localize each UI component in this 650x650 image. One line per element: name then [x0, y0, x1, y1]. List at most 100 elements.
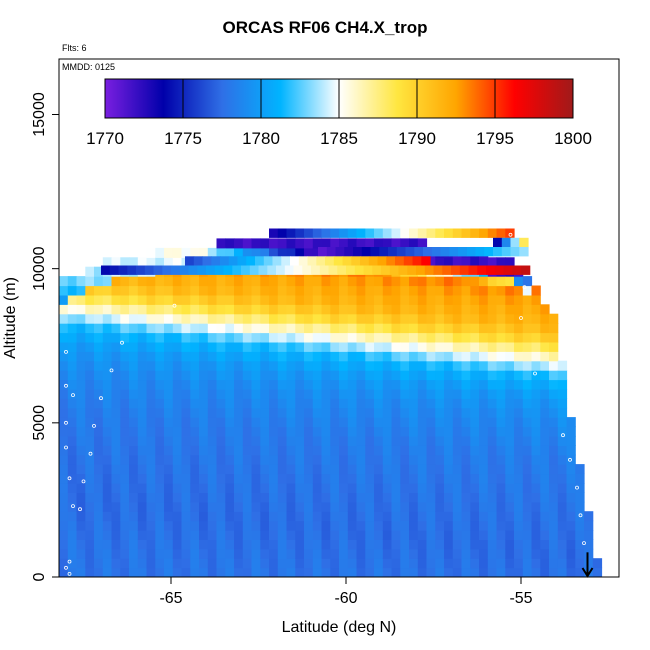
heatmap-cell [199, 473, 209, 484]
heatmap-cell [342, 256, 352, 266]
heatmap-cell [111, 351, 121, 362]
heatmap-cell [216, 426, 226, 437]
heatmap-cell [391, 323, 401, 334]
sample-point [120, 340, 124, 345]
heatmap-cell [251, 238, 261, 249]
heatmap-cell [312, 473, 323, 484]
heatmap-cell [435, 464, 445, 475]
heatmap-cell [400, 520, 410, 531]
heatmap-cell [540, 360, 550, 371]
sample-point [67, 476, 72, 481]
heatmap-cell [111, 511, 121, 522]
heatmap-cell [76, 501, 86, 512]
heatmap-cell [496, 360, 506, 371]
y-tick-label: 15000 [31, 92, 48, 137]
heatmap-cell [356, 426, 366, 437]
heatmap-cell [328, 265, 338, 275]
heatmap-cell [487, 473, 498, 484]
heatmap-cell [269, 539, 279, 550]
heatmap-cell [321, 567, 331, 577]
heatmap-cell [190, 558, 200, 569]
heatmap-cell [531, 473, 541, 484]
heatmap-cell [94, 520, 104, 531]
heatmap-cell [514, 558, 524, 569]
heatmap-cell [190, 360, 200, 371]
heatmap-cell [234, 426, 244, 437]
heatmap-cell [59, 313, 69, 324]
heatmap-cell [458, 247, 468, 257]
heatmap-cell [76, 351, 86, 362]
heatmap-cell [470, 341, 480, 352]
heatmap-cell [137, 567, 148, 577]
heatmap-cell [304, 304, 314, 315]
heatmap-cell [461, 501, 471, 512]
heatmap-cell [242, 388, 253, 399]
heatmap-cell [470, 511, 480, 522]
heatmap-cell [216, 530, 226, 540]
heatmap-cell [330, 313, 340, 324]
heatmap-cell [242, 483, 253, 493]
heatmap-cell [374, 530, 384, 540]
heatmap-cell [181, 276, 191, 287]
heatmap-cell [260, 407, 270, 418]
heatmap-cell [102, 567, 113, 577]
heatmap-cell [496, 435, 506, 446]
heatmap-cell [374, 435, 384, 446]
heatmap-cell [225, 360, 235, 371]
heatmap-cell [304, 464, 314, 475]
heatmap-cell [400, 473, 410, 484]
heatmap-cell [94, 304, 104, 315]
heatmap-cell [514, 483, 524, 493]
heatmap-cell [540, 341, 550, 352]
heatmap-cell [382, 454, 393, 465]
heatmap-cell [164, 558, 174, 569]
heatmap-cell [549, 398, 559, 409]
heatmap-cell [426, 398, 436, 409]
heatmap-cell [111, 492, 121, 503]
heatmap-cell [118, 265, 128, 275]
heatmap-cell [207, 407, 218, 418]
heatmap-cell [59, 388, 69, 399]
heatmap-cell [172, 294, 183, 305]
heatmap-cell [426, 530, 436, 540]
heatmap-cell [356, 351, 366, 362]
heatmap-cell [417, 294, 428, 305]
heatmap-cell [356, 407, 366, 418]
heatmap-cell [85, 417, 95, 428]
heatmap-cell [505, 483, 515, 493]
heatmap-cell [295, 483, 305, 493]
heatmap-cell [388, 247, 398, 257]
heatmap-cell [137, 492, 148, 503]
heatmap-cell [155, 341, 165, 352]
heatmap-cell [374, 388, 384, 399]
heatmap-cell [412, 256, 422, 266]
heatmap-cell [207, 323, 218, 334]
heatmap-cell [207, 388, 218, 399]
heatmap-cell [374, 558, 384, 569]
heatmap-cell [129, 323, 139, 334]
heatmap-cell [172, 558, 183, 569]
heatmap-cell [137, 520, 148, 531]
heatmap-cell [94, 341, 104, 352]
heatmap-cell [225, 247, 235, 258]
heatmap-cell [417, 435, 428, 446]
heatmap-cell [85, 435, 95, 446]
heatmap-cell [487, 228, 498, 238]
heatmap-cell [435, 511, 445, 522]
heatmap-cell [540, 464, 550, 475]
heatmap-cell [321, 501, 331, 512]
heatmap-cell [487, 276, 498, 287]
heatmap-cell [85, 323, 95, 334]
heatmap-cell [164, 520, 174, 531]
heatmap-cell [199, 445, 209, 456]
heatmap-cell [304, 501, 314, 512]
heatmap-cell [269, 492, 279, 503]
heatmap-cell [461, 464, 471, 475]
heatmap-cell [531, 539, 541, 550]
heatmap-cell [444, 341, 454, 352]
heatmap-cell [479, 341, 489, 352]
heatmap-cell [531, 379, 541, 390]
heatmap-cell [426, 304, 436, 315]
heatmap-cell [251, 398, 261, 409]
heatmap-cell [234, 379, 244, 390]
